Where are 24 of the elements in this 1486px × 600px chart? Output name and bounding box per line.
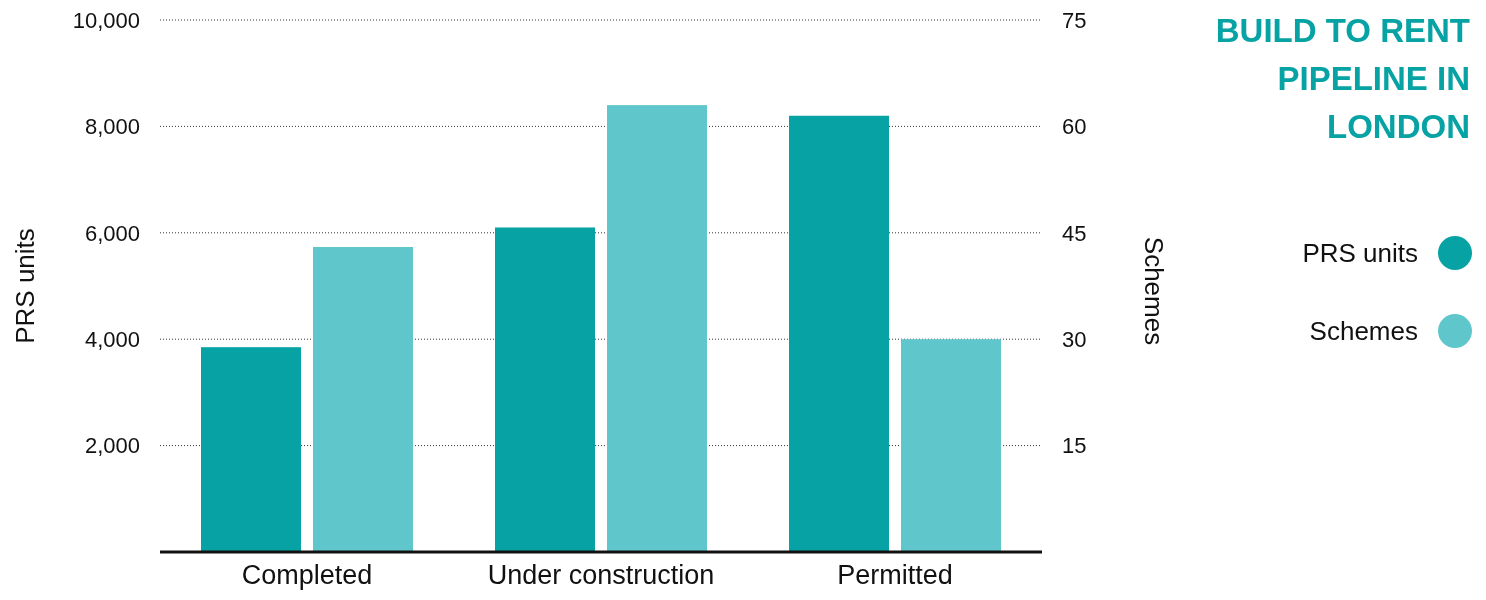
legend-label: Schemes <box>1309 316 1418 347</box>
y-tick-label: 2,000 <box>84 433 140 459</box>
y2-tick-label: 75 <box>1062 7 1087 33</box>
x-tick-label: Under construction <box>487 560 715 590</box>
y-tick-label: 4,000 <box>84 326 140 352</box>
y2-tick-label: 60 <box>1062 114 1087 140</box>
bar <box>607 105 707 552</box>
y-tick-label: 8,000 <box>84 114 140 140</box>
text: BUILD TO RENT PIPELINE IN LONDON <box>1215 12 1470 145</box>
legend-label: PRS units <box>1302 238 1418 269</box>
bar <box>901 339 1001 552</box>
y2-tick-label: 30 <box>1062 326 1087 352</box>
y2-tick-label: 15 <box>1062 433 1087 459</box>
bar <box>789 115 889 552</box>
y-tick-label: 6,000 <box>84 220 140 246</box>
x-tick-label: Completed <box>241 560 373 590</box>
bar <box>495 227 595 552</box>
y2-axis-title: Schemes <box>1139 236 1169 346</box>
y2-tick-label: 45 <box>1062 220 1087 246</box>
y-tick-label: 10,000 <box>72 7 140 33</box>
bar <box>313 246 413 552</box>
y-axis-title: PRS units <box>10 228 40 344</box>
bar <box>201 347 301 552</box>
x-tick-label: Permitted <box>837 560 953 590</box>
